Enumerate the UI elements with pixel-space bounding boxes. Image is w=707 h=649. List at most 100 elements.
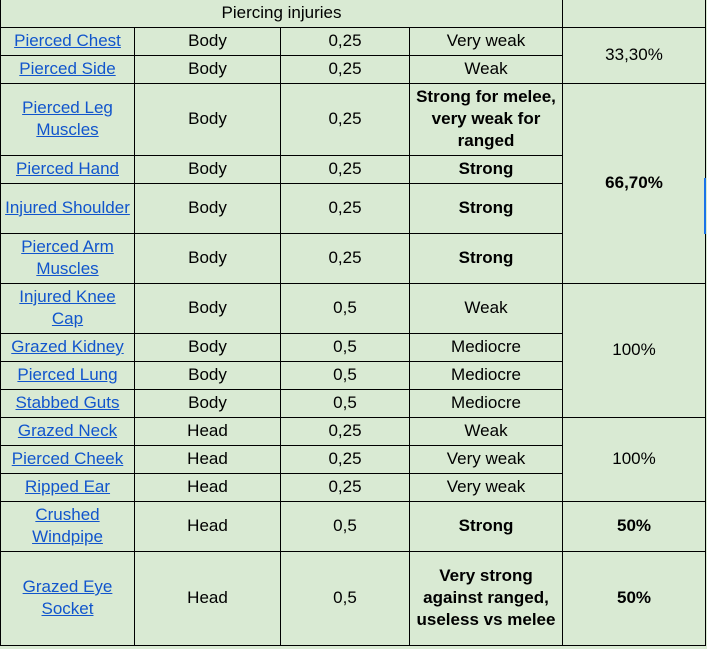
injury-name-cell: Ripped Ear xyxy=(0,472,135,502)
table-row: Grazed Neck Head 0,25 Weak 100% xyxy=(0,416,706,502)
injury-name-cell: Grazed Neck xyxy=(0,416,135,446)
table-row: Stabbed Guts Body 0,5 Mediocre xyxy=(0,388,706,418)
strength-cell: Strong for melee, very weak for ranged xyxy=(409,82,563,156)
group-percent-cell: 33,30% xyxy=(562,26,706,84)
injury-name-cell: Crushed Windpipe xyxy=(0,500,135,552)
group-percent-cell: 66,70% xyxy=(562,82,706,284)
strength-cell: Mediocre xyxy=(409,332,563,362)
injury-link[interactable]: Pierced Leg Muscles xyxy=(22,98,113,139)
injury-name-cell: Pierced Arm Muscles xyxy=(0,232,135,284)
injury-link[interactable]: Pierced Side xyxy=(19,59,116,78)
value-cell: 0,5 xyxy=(280,282,410,334)
table-title-row: Piercing injuries xyxy=(0,0,706,28)
injury-link[interactable]: Crushed Windpipe xyxy=(32,505,103,546)
body-part-cell: Body xyxy=(134,26,281,56)
strength-cell: Mediocre xyxy=(409,388,563,418)
body-part-cell: Body xyxy=(134,388,281,418)
injury-link[interactable]: Grazed Eye Socket xyxy=(22,577,113,618)
strength-cell: Strong xyxy=(409,232,563,284)
table-row: Grazed Eye Socket Head 0,5 Very strong a… xyxy=(0,550,706,646)
table-row: Pierced Lung Body 0,5 Mediocre xyxy=(0,360,706,390)
value-cell: 0,25 xyxy=(280,232,410,284)
body-part-cell: Body xyxy=(134,82,281,156)
body-part-cell: Head xyxy=(134,550,281,646)
strength-cell: Strong xyxy=(409,500,563,552)
injury-name-cell: Pierced Chest xyxy=(0,26,135,56)
injury-link[interactable]: Grazed Neck xyxy=(17,421,118,440)
body-part-cell: Head xyxy=(134,472,281,502)
injury-name-cell: Stabbed Guts xyxy=(0,388,135,418)
injury-link[interactable]: Grazed Kidney xyxy=(11,337,124,356)
injury-name-cell: Injured Shoulder xyxy=(0,182,135,234)
injury-name-cell: Pierced Side xyxy=(0,54,135,84)
table-row: Ripped Ear Head 0,25 Very weak xyxy=(0,472,706,502)
injury-link[interactable]: Stabbed Guts xyxy=(15,393,120,412)
value-cell: 0,5 xyxy=(280,388,410,418)
table-row: Pierced Leg Muscles Body 0,25 Strong for… xyxy=(0,82,706,284)
group-percent-cell: 50% xyxy=(562,500,706,552)
body-part-cell: Body xyxy=(134,332,281,362)
injury-link[interactable]: Pierced Arm Muscles xyxy=(21,237,114,278)
injury-name-cell: Grazed Eye Socket xyxy=(0,550,135,646)
body-part-cell: Body xyxy=(134,360,281,390)
injury-name-cell: Pierced Leg Muscles xyxy=(0,82,135,156)
injury-link[interactable]: Pierced Cheek xyxy=(11,449,124,468)
value-cell: 0,5 xyxy=(280,500,410,552)
table-title: Piercing injuries xyxy=(0,0,563,28)
value-cell: 0,5 xyxy=(280,360,410,390)
table-row: Pierced Cheek Head 0,25 Very weak xyxy=(0,444,706,474)
table-row: Grazed Kidney Body 0,5 Mediocre xyxy=(0,332,706,362)
value-cell: 0,5 xyxy=(280,332,410,362)
body-part-cell: Body xyxy=(134,232,281,284)
strength-cell: Weak xyxy=(409,282,563,334)
injury-link[interactable]: Injured Knee Cap xyxy=(19,287,116,328)
body-part-cell: Head xyxy=(134,416,281,446)
table-row: Crushed Windpipe Head 0,5 Strong 50% xyxy=(0,500,706,552)
strength-cell: Very weak xyxy=(409,26,563,56)
group-percent-cell: 100% xyxy=(562,416,706,502)
body-part-cell: Body xyxy=(134,154,281,184)
table-row: Injured Knee Cap Body 0,5 Weak 100% xyxy=(0,282,706,418)
injury-name-cell: Pierced Hand xyxy=(0,154,135,184)
value-cell: 0,25 xyxy=(280,182,410,234)
table-row: Pierced Arm Muscles Body 0,25 Strong xyxy=(0,232,706,284)
injury-link[interactable]: Pierced Chest xyxy=(14,31,121,50)
value-cell: 0,25 xyxy=(280,444,410,474)
strength-cell: Mediocre xyxy=(409,360,563,390)
body-part-cell: Head xyxy=(134,444,281,474)
injury-name-cell: Grazed Kidney xyxy=(0,332,135,362)
strength-cell: Very weak xyxy=(409,444,563,474)
injury-link[interactable]: Injured Shoulder xyxy=(5,198,130,217)
strength-cell: Strong xyxy=(409,182,563,234)
strength-cell: Weak xyxy=(409,416,563,446)
body-part-cell: Body xyxy=(134,54,281,84)
body-part-cell: Body xyxy=(134,282,281,334)
empty-cell xyxy=(562,0,706,28)
selection-edge-marker xyxy=(704,178,706,234)
strength-cell: Very strong against ranged, useless vs m… xyxy=(409,550,563,646)
group-percent-cell: 50% xyxy=(562,550,706,646)
strength-cell: Very weak xyxy=(409,472,563,502)
value-cell: 0,25 xyxy=(280,82,410,156)
injury-name-cell: Injured Knee Cap xyxy=(0,282,135,334)
injury-name-cell: Pierced Cheek xyxy=(0,444,135,474)
body-part-cell: Body xyxy=(134,182,281,234)
strength-cell: Strong xyxy=(409,154,563,184)
value-cell: 0,5 xyxy=(280,550,410,646)
injury-link[interactable]: Pierced Hand xyxy=(15,159,119,178)
body-part-cell: Head xyxy=(134,500,281,552)
value-cell: 0,25 xyxy=(280,26,410,56)
table-row: Pierced Chest Body 0,25 Very weak 33,30% xyxy=(0,26,706,84)
value-cell: 0,25 xyxy=(280,416,410,446)
injury-name-cell: Pierced Lung xyxy=(0,360,135,390)
group-percent-cell: 100% xyxy=(562,282,706,418)
table-row: Injured Shoulder Body 0,25 Strong xyxy=(0,182,706,234)
value-cell: 0,25 xyxy=(280,54,410,84)
table-row: Pierced Hand Body 0,25 Strong xyxy=(0,154,706,184)
strength-cell: Weak xyxy=(409,54,563,84)
injury-link[interactable]: Ripped Ear xyxy=(24,477,111,496)
injury-link[interactable]: Pierced Lung xyxy=(17,365,118,384)
value-cell: 0,25 xyxy=(280,472,410,502)
table-row: Pierced Side Body 0,25 Weak xyxy=(0,54,706,84)
